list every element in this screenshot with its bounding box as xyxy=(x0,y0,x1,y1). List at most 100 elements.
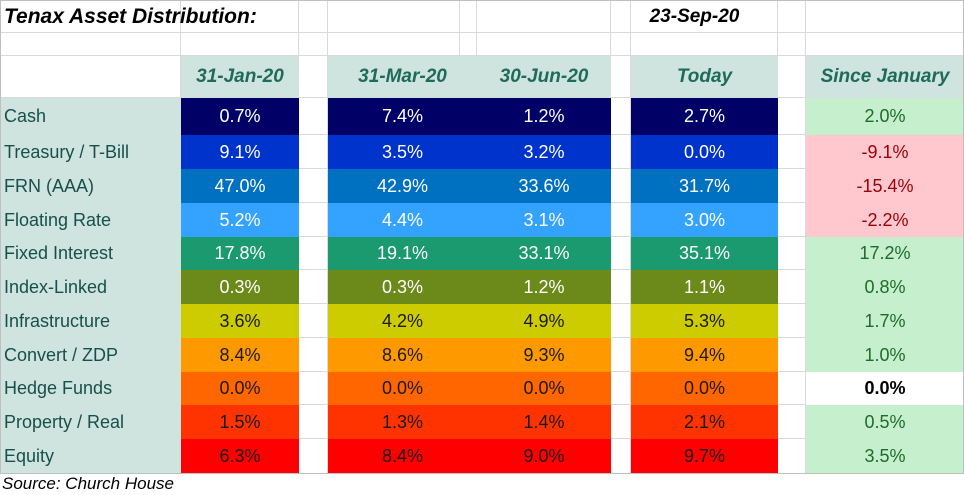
grid-cell xyxy=(299,338,328,372)
value-cell: 8.4% xyxy=(328,439,477,474)
value-cell: 42.9% xyxy=(328,169,477,203)
value-cell: 0.3% xyxy=(181,270,299,304)
value-cell: 3.6% xyxy=(181,304,299,338)
change-cell: 2.0% xyxy=(806,98,964,135)
grid-cell xyxy=(477,33,611,56)
grid-cell xyxy=(299,135,328,169)
grid-cell xyxy=(778,237,806,270)
row-label: Convert / ZDP xyxy=(0,338,181,372)
value-cell: 9.1% xyxy=(181,135,299,169)
value-cell: 3.0% xyxy=(631,203,778,237)
grid-cell xyxy=(299,98,328,135)
grid-cell xyxy=(299,270,328,304)
column-header: 31-Jan-20 xyxy=(181,56,299,98)
value-cell: 2.7% xyxy=(631,98,778,135)
value-cell: 17.8% xyxy=(181,237,299,270)
change-cell: 0.8% xyxy=(806,270,964,304)
row-label: Property / Real xyxy=(0,405,181,439)
grid-cell xyxy=(299,33,328,56)
value-cell: 1.2% xyxy=(477,98,611,135)
grid-cell xyxy=(0,0,181,33)
grid-cell xyxy=(778,338,806,372)
column-header: Since January xyxy=(806,56,964,98)
value-cell: 0.0% xyxy=(631,372,778,405)
change-cell: -15.4% xyxy=(806,169,964,203)
grid-cell xyxy=(477,0,611,33)
value-cell: 0.3% xyxy=(328,270,477,304)
grid-cell xyxy=(806,33,964,56)
value-cell: 1.5% xyxy=(181,405,299,439)
row-label: FRN (AAA) xyxy=(0,169,181,203)
value-cell: 9.0% xyxy=(477,439,611,474)
row-label: Treasury / T-Bill xyxy=(0,135,181,169)
source-note: Source: Church House xyxy=(2,474,174,493)
grid-cell xyxy=(299,304,328,338)
value-cell: 3.5% xyxy=(328,135,477,169)
change-cell: 0.0% xyxy=(806,372,964,405)
grid-cell xyxy=(460,33,477,56)
value-cell: 4.4% xyxy=(328,203,477,237)
grid-cell xyxy=(631,0,778,33)
value-cell: 33.6% xyxy=(477,169,611,203)
value-cell: 33.1% xyxy=(477,237,611,270)
value-cell: 0.0% xyxy=(477,372,611,405)
grid-cell xyxy=(299,0,328,33)
grid-cell xyxy=(778,56,806,98)
value-cell: 4.9% xyxy=(477,304,611,338)
grid-cell xyxy=(778,135,806,169)
value-cell: 35.1% xyxy=(631,237,778,270)
value-cell: 9.4% xyxy=(631,338,778,372)
row-label: Infrastructure xyxy=(0,304,181,338)
grid-cell xyxy=(778,372,806,405)
value-cell: 6.3% xyxy=(181,439,299,474)
row-label: Floating Rate xyxy=(0,203,181,237)
grid-cell xyxy=(611,135,631,169)
grid-cell xyxy=(611,372,631,405)
grid-cell xyxy=(299,237,328,270)
grid-cell xyxy=(328,33,460,56)
value-cell: 9.3% xyxy=(477,338,611,372)
grid-cell xyxy=(299,439,328,474)
grid-cell xyxy=(611,33,631,56)
row-label: Equity xyxy=(0,439,181,474)
grid-cell xyxy=(611,338,631,372)
value-cell: 1.4% xyxy=(477,405,611,439)
change-cell: 3.5% xyxy=(806,439,964,474)
column-header: 31-Mar-20 xyxy=(328,56,477,98)
value-cell: 3.1% xyxy=(477,203,611,237)
change-cell: -9.1% xyxy=(806,135,964,169)
asset-distribution-table: Tenax Asset Distribution: 23-Sep-20 31-Jan… xyxy=(0,0,964,474)
value-cell: 5.2% xyxy=(181,203,299,237)
value-cell: 8.6% xyxy=(328,338,477,372)
change-cell: 1.0% xyxy=(806,338,964,372)
value-cell: 2.1% xyxy=(631,405,778,439)
value-cell: 0.0% xyxy=(181,372,299,405)
grid-cell xyxy=(778,169,806,203)
value-cell: 9.7% xyxy=(631,439,778,474)
report-date: 23-Sep-20 xyxy=(649,5,740,27)
grid-cell xyxy=(299,372,328,405)
change-cell: -2.2% xyxy=(806,203,964,237)
row-label: Cash xyxy=(0,98,181,135)
grid-cell xyxy=(181,0,299,33)
column-header: Today xyxy=(631,56,778,98)
value-cell: 1.2% xyxy=(477,270,611,304)
grid-cell xyxy=(611,203,631,237)
value-cell: 19.1% xyxy=(328,237,477,270)
change-cell: 0.5% xyxy=(806,405,964,439)
grid-cell xyxy=(611,304,631,338)
value-cell: 0.0% xyxy=(631,135,778,169)
value-cell: 7.4% xyxy=(328,98,477,135)
grid-cell xyxy=(299,56,328,98)
value-cell: 4.2% xyxy=(328,304,477,338)
grid-cell xyxy=(611,98,631,135)
grid-cell xyxy=(299,405,328,439)
value-cell: 5.3% xyxy=(631,304,778,338)
value-cell: 0.7% xyxy=(181,98,299,135)
grid-cell xyxy=(631,33,778,56)
grid-cell xyxy=(778,98,806,135)
value-cell: 1.3% xyxy=(328,405,477,439)
change-cell: 1.7% xyxy=(806,304,964,338)
value-cell: 31.7% xyxy=(631,169,778,203)
grid-cell xyxy=(611,56,631,98)
